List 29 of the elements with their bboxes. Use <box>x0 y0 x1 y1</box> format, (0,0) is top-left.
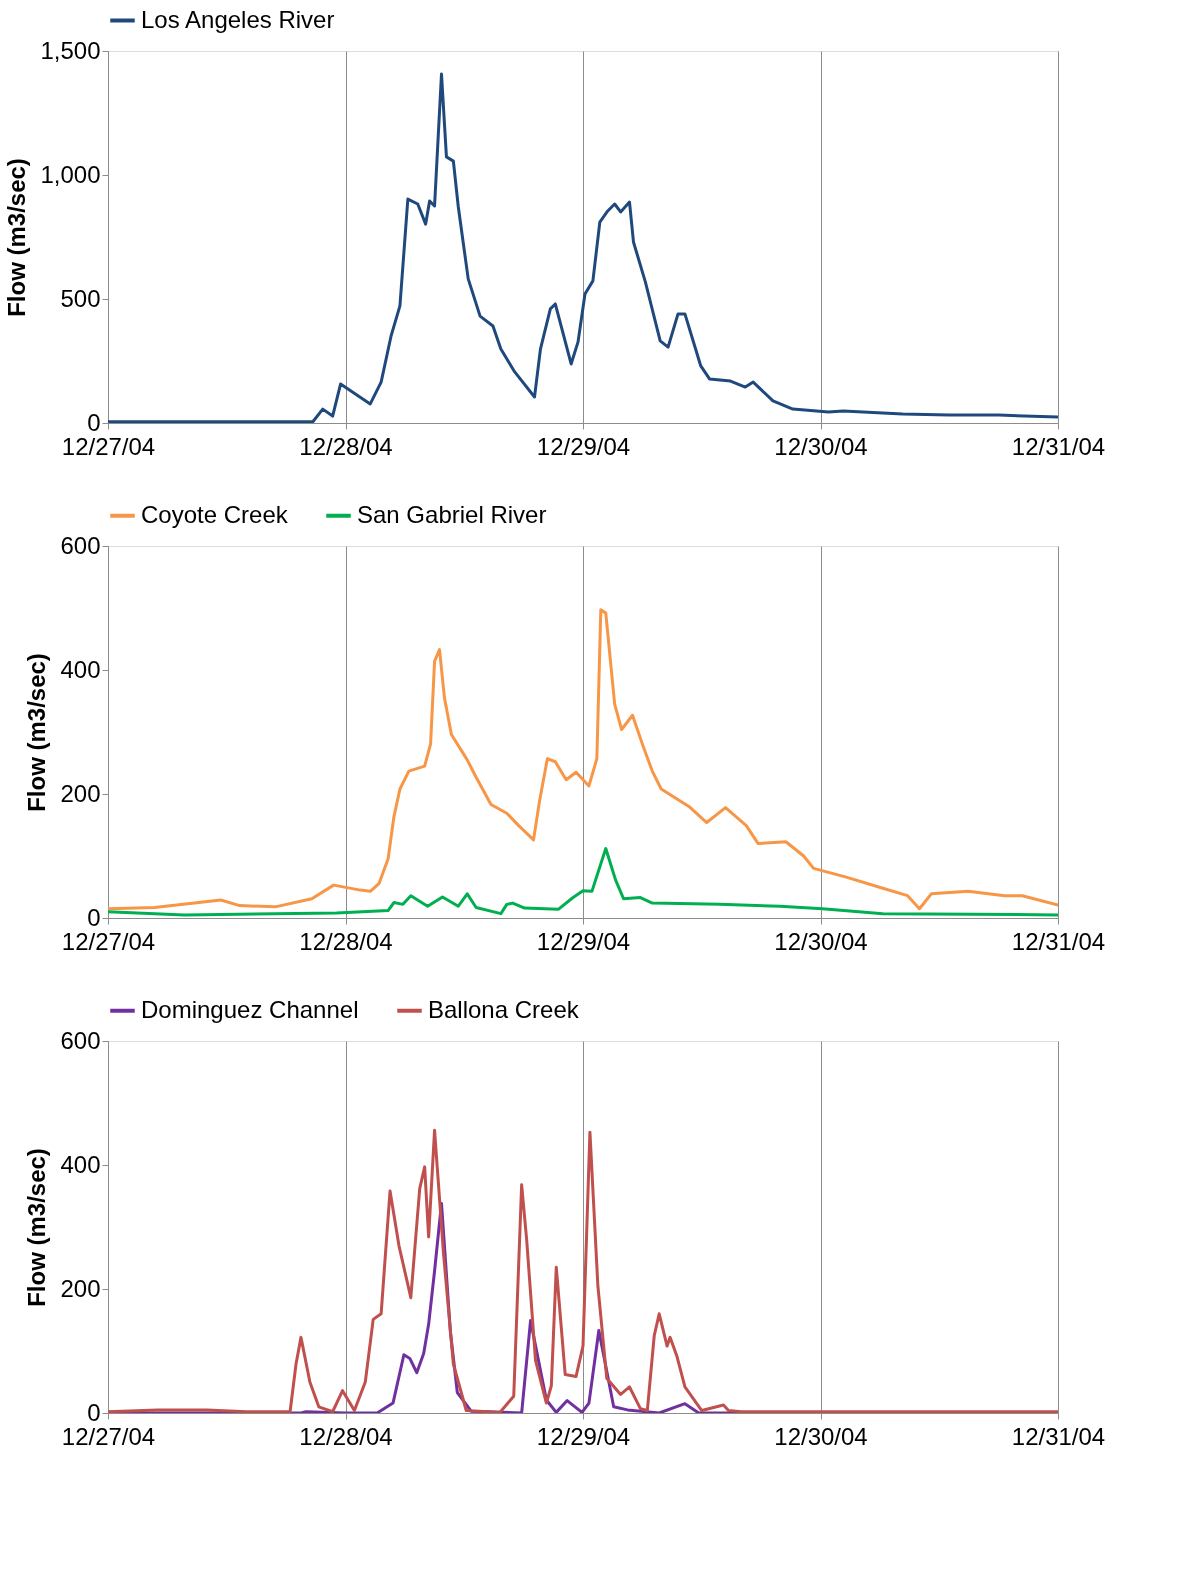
x-tick-label: 12/30/04 <box>774 927 868 955</box>
legend-label: Dominguez Channel <box>141 995 359 1023</box>
x-tick-label: 12/29/04 <box>536 1422 631 1450</box>
y-tick-label: 200 <box>60 1274 101 1302</box>
x-tick-label: 12/28/04 <box>299 432 393 460</box>
legend-label: San Gabriel River <box>357 500 547 528</box>
x-tick-label: 12/31/04 <box>1011 1422 1106 1450</box>
x-tick-label: 12/31/04 <box>1011 432 1106 460</box>
x-tick-label: 12/28/04 <box>299 1422 393 1450</box>
x-tick-label: 12/30/04 <box>774 1422 868 1450</box>
y-tick-label: 600 <box>60 531 101 559</box>
x-tick-label: 12/28/04 <box>299 927 393 955</box>
legend-label: Los Angeles River <box>141 5 335 33</box>
y-tick-label: 500 <box>60 284 101 312</box>
y-axis-title: Flow (m3/sec) <box>23 1148 51 1307</box>
x-tick-label: 12/29/04 <box>536 927 631 955</box>
y-tick-label: 1,000 <box>40 160 101 188</box>
legend-label: Ballona Creek <box>428 995 580 1023</box>
y-axis-title: Flow (m3/sec) <box>23 653 51 812</box>
x-tick-label: 12/31/04 <box>1011 927 1106 955</box>
legend-label: Coyote Creek <box>141 500 289 528</box>
y-axis-title: Flow (m3/sec) <box>3 158 31 317</box>
y-tick-label: 1,500 <box>40 36 101 64</box>
x-tick-label: 12/29/04 <box>536 432 631 460</box>
y-tick-label: 600 <box>60 1026 101 1054</box>
x-tick-label: 12/30/04 <box>774 432 868 460</box>
y-tick-label: 400 <box>60 655 101 683</box>
y-tick-label: 400 <box>60 1150 101 1178</box>
y-tick-label: 200 <box>60 779 101 807</box>
